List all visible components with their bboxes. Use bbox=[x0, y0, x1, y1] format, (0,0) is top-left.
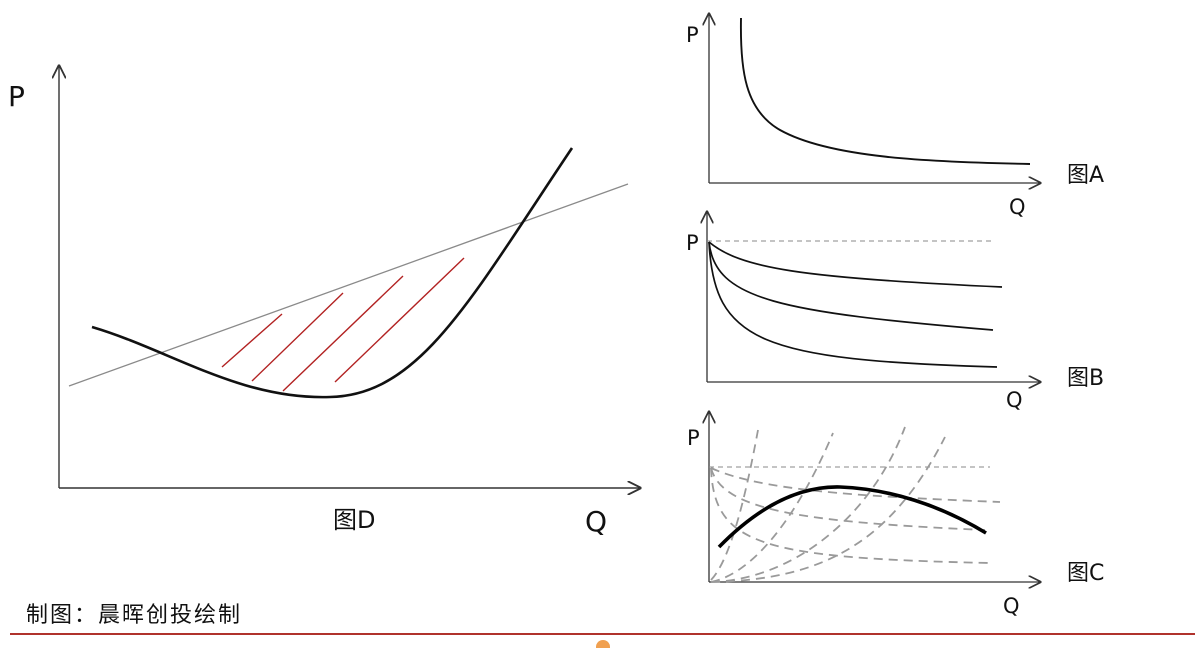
figure-c-q-label: Q bbox=[1003, 594, 1020, 618]
figure-c-dashed-rise-3 bbox=[710, 426, 906, 583]
hatch-line bbox=[251, 292, 344, 382]
hatch-line bbox=[221, 313, 283, 368]
figure-d-caption: 图D bbox=[333, 506, 375, 534]
figure-b-curve-upper bbox=[708, 241, 1003, 288]
figure-b-p-label: P bbox=[686, 231, 699, 255]
figure-a-demand-curve bbox=[739, 17, 1031, 165]
source-credit: 制图：晨晖创投绘制 bbox=[26, 603, 243, 628]
figure-b-curve-middle bbox=[708, 241, 994, 331]
figure-a-q-label: Q bbox=[1009, 195, 1026, 219]
figure-c-dashed-decay-1 bbox=[710, 467, 1001, 503]
hatch-line bbox=[282, 275, 404, 392]
figure-a-caption: 图A bbox=[1067, 163, 1104, 188]
figure-d-hatching bbox=[221, 257, 465, 392]
figure-c-dashed-rise-4 bbox=[710, 436, 946, 583]
figure-d-tangent-line bbox=[68, 183, 629, 387]
figure-c-dashed-rise-1 bbox=[710, 429, 759, 581]
figure-d-q-label: Q bbox=[585, 505, 607, 538]
figure-d-p-label: P bbox=[8, 80, 25, 113]
footer-logo-mark bbox=[596, 640, 610, 648]
figure-c-caption: 图C bbox=[1067, 561, 1104, 586]
figure-c-dashed-decay-3 bbox=[710, 467, 991, 564]
footer-divider bbox=[10, 633, 1195, 635]
figure-b-caption: 图B bbox=[1067, 366, 1104, 391]
figure-b-curve-lower bbox=[708, 241, 998, 368]
figure-c-dashed-curves bbox=[710, 426, 1001, 583]
figure-d: P Q 图D bbox=[8, 66, 640, 538]
figure-b: P Q 图B bbox=[686, 212, 1104, 412]
figure-a-p-label: P bbox=[686, 23, 699, 47]
figure-d-cost-curve bbox=[91, 147, 574, 399]
figure-c-dashed-decay-2 bbox=[710, 467, 986, 531]
figure-c-p-label: P bbox=[687, 426, 700, 450]
hatch-line bbox=[334, 257, 465, 383]
figure-a: P Q 图A bbox=[686, 14, 1104, 219]
figure-c: P Q 图C bbox=[687, 412, 1104, 618]
figure-c-dashed-rise-2 bbox=[710, 432, 834, 583]
figure-c-envelope-curve bbox=[717, 485, 987, 549]
figure-b-q-label: Q bbox=[1006, 388, 1023, 412]
